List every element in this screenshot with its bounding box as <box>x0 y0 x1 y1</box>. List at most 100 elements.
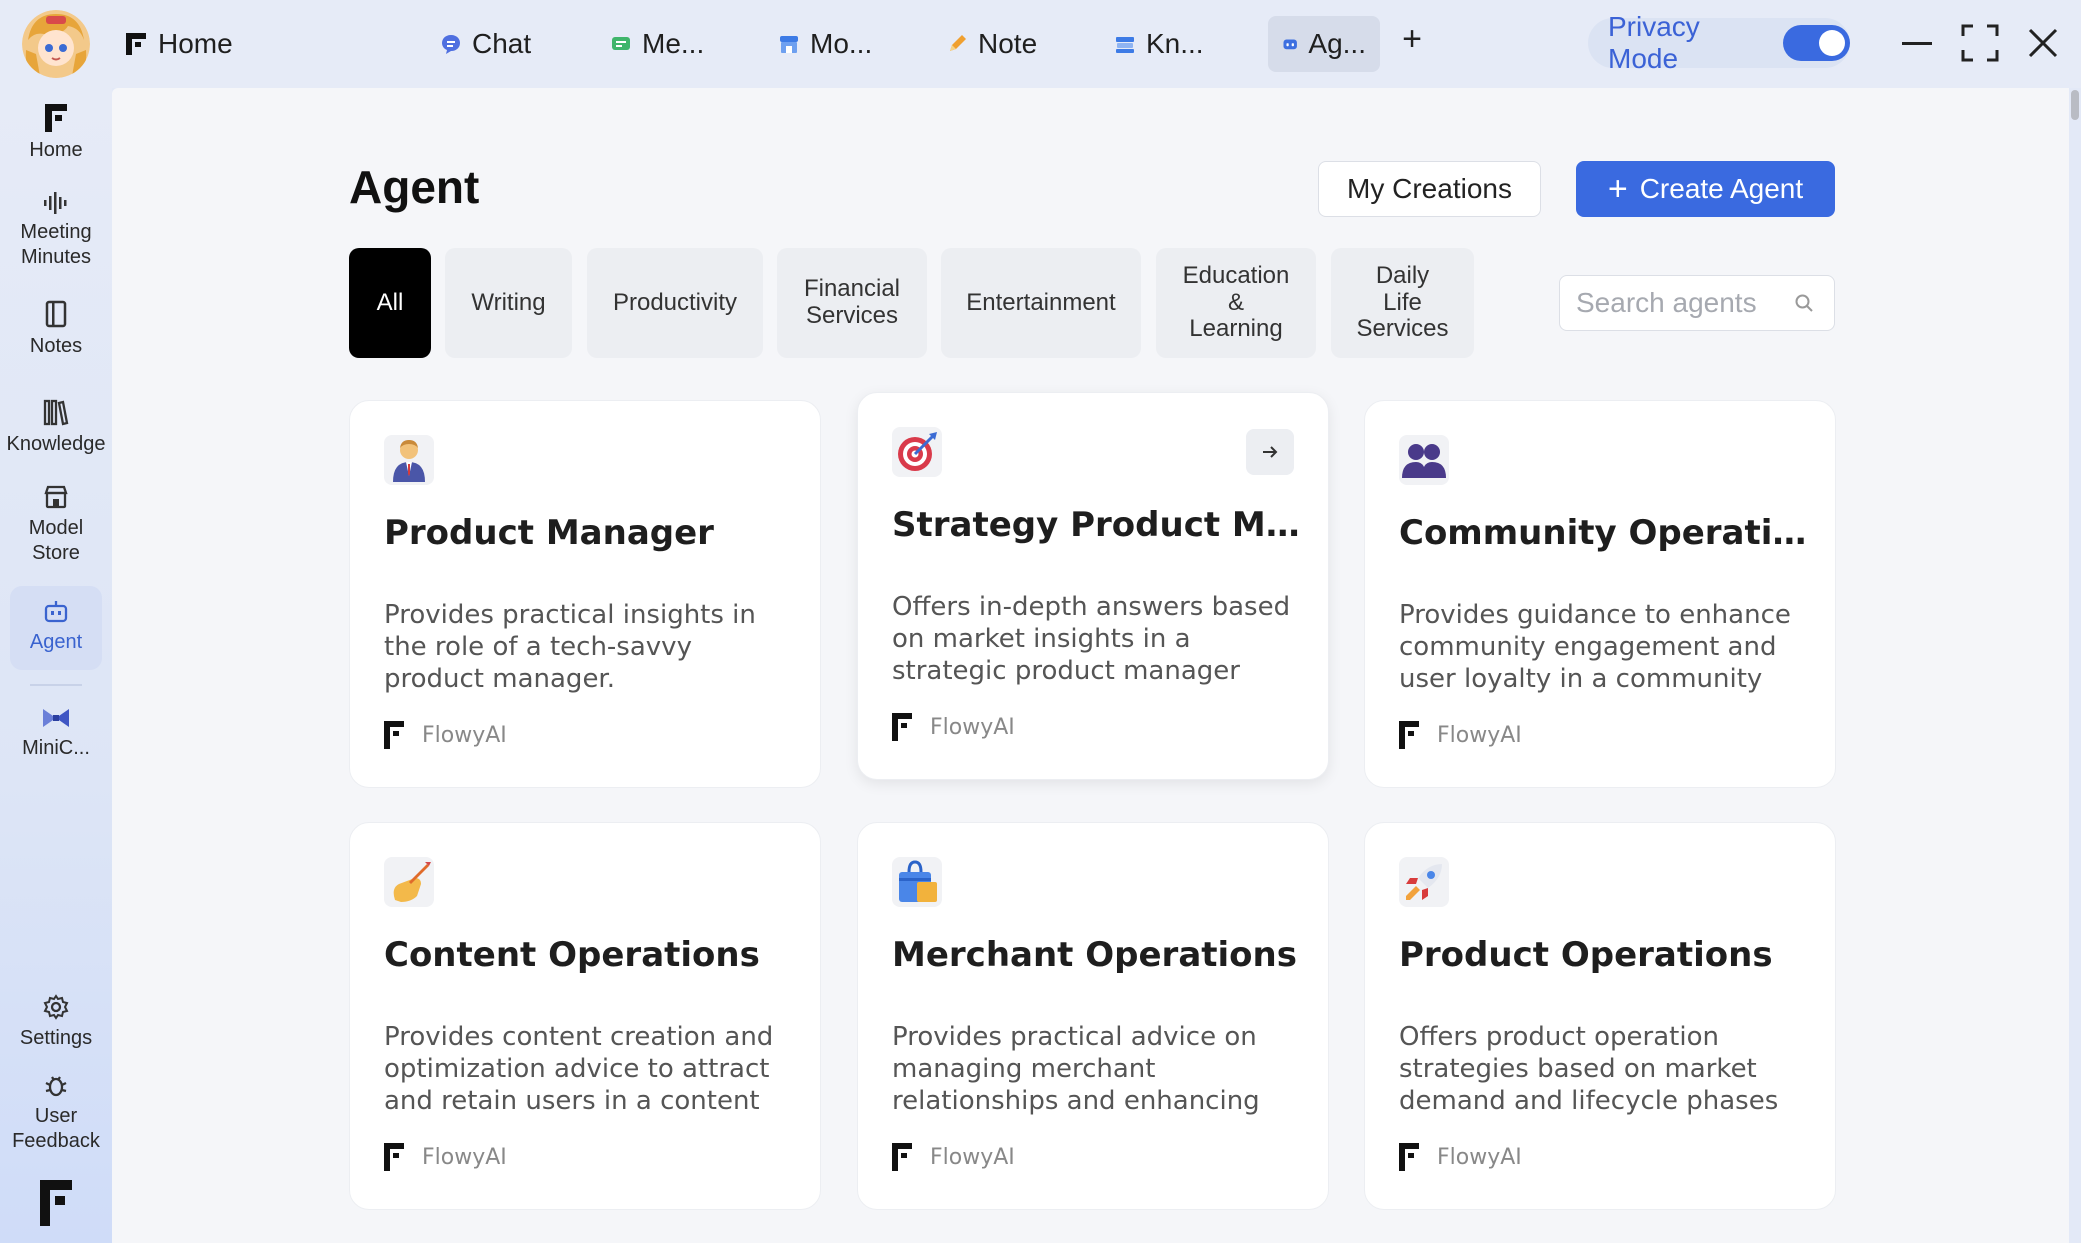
my-creations-button[interactable]: My Creations <box>1318 161 1541 217</box>
category-all[interactable]: All <box>349 248 431 358</box>
bug-icon <box>45 1076 67 1097</box>
sidebar-item-label: Agent <box>29 631 83 653</box>
card-description: Provides practical insights in the role … <box>384 600 756 694</box>
tab-label: Me... <box>642 28 705 59</box>
tab-chat[interactable]: Chat <box>426 16 545 72</box>
flowy-logo-icon <box>45 104 67 132</box>
user-avatar[interactable] <box>22 10 90 78</box>
sidebar-item-user-feedback[interactable]: User Feedback <box>10 1072 102 1168</box>
maximize-button[interactable] <box>1955 18 2005 68</box>
flowy-logo-icon <box>892 713 912 741</box>
create-agent-label: Create Agent <box>1639 173 1804 204</box>
card-title: Product Operations <box>1399 935 1773 975</box>
page-title: Agent <box>349 161 480 213</box>
agent-card-product-operations[interactable]: Product Operations Offers product operat… <box>1364 822 1836 1210</box>
card-description: Provides guidance to enhance community e… <box>1399 600 1791 694</box>
writing-hand-icon <box>384 857 434 907</box>
category-education-learning[interactable]: Education & Learning <box>1156 248 1316 358</box>
sidebar-item-label: Meeting Minutes <box>20 221 92 268</box>
sidebar-item-settings[interactable]: Settings <box>10 994 102 1064</box>
minimize-icon <box>1902 42 1932 45</box>
category-writing[interactable]: Writing <box>445 248 572 358</box>
tab-knowledge[interactable]: Kn... <box>1100 16 1218 72</box>
tab-label: Kn... <box>1146 28 1204 59</box>
scrollbar-thumb[interactable] <box>2071 90 2079 120</box>
sidebar-item-label: Model Store <box>28 517 84 564</box>
home-tab[interactable]: Home <box>126 22 233 66</box>
tab-label: Note <box>978 28 1038 59</box>
card-brand-label: FlowyAI <box>1437 722 1522 748</box>
tab-label: Mo... <box>810 28 873 59</box>
card-description: Provides content creation and optimizati… <box>384 1022 774 1116</box>
sidebar: Home Meeting Minutes Notes Knowledge Mod… <box>0 88 112 1243</box>
create-agent-button[interactable]: + Create Agent <box>1576 161 1835 217</box>
flowy-logo-icon <box>1399 721 1419 749</box>
sidebar-item-label: User Feedback <box>12 1105 100 1152</box>
card-brand: FlowyAI <box>892 713 1015 741</box>
businessman-icon <box>384 435 434 485</box>
tab-label: Chat <box>472 28 532 59</box>
bowtie-icon <box>43 709 69 727</box>
card-brand-label: FlowyAI <box>930 714 1015 740</box>
tab-note[interactable]: Note <box>932 16 1051 72</box>
maximize-icon <box>1961 24 1999 62</box>
agent-card-product-manager[interactable]: Product Manager Provides practical insig… <box>349 400 821 788</box>
agent-card-community-operations[interactable]: Community Operations Provides guidance t… <box>1364 400 1836 788</box>
category-productivity[interactable]: Productivity <box>587 248 763 358</box>
tab-agent[interactable]: Ag... <box>1268 16 1380 72</box>
privacy-mode-label: Privacy Mode <box>1608 11 1700 74</box>
card-brand: FlowyAI <box>384 1143 507 1171</box>
card-title: Content Operations <box>384 935 760 975</box>
card-brand: FlowyAI <box>892 1143 1015 1171</box>
sidebar-item-agent[interactable]: Agent <box>10 586 102 670</box>
card-brand: FlowyAI <box>384 721 507 749</box>
sidebar-item-knowledge[interactable]: Knowledge <box>7 398 105 478</box>
sidebar-item-model-store[interactable]: Model Store <box>10 484 102 584</box>
knowledge-icon <box>1116 37 1134 53</box>
shopping-bag-icon <box>892 857 942 907</box>
meeting-icon <box>612 37 630 50</box>
books-icon <box>43 399 69 426</box>
flowy-logo-icon <box>1399 1143 1419 1171</box>
agent-card-strategy-product-manager[interactable]: Strategy Product Mana... Offers in-depth… <box>857 392 1329 780</box>
open-agent-button[interactable] <box>1246 429 1294 475</box>
sidebar-item-minic[interactable]: MiniC... <box>10 706 102 786</box>
category-financial-services[interactable]: Financial Services <box>777 248 927 358</box>
flowy-logo-icon <box>384 1143 404 1171</box>
robot-icon <box>44 601 68 623</box>
card-title: Strategy Product Mana... <box>892 505 1312 545</box>
agent-card-content-operations[interactable]: Content Operations Provides content crea… <box>349 822 821 1210</box>
privacy-switch[interactable] <box>1783 25 1850 61</box>
privacy-mode-toggle[interactable]: Privacy Mode <box>1588 11 1850 74</box>
search-input[interactable] <box>1576 287 1786 319</box>
people-icon <box>1399 435 1449 485</box>
title-bar: Home Chat Me... Mo... Note <box>0 0 2081 88</box>
card-brand-label: FlowyAI <box>930 1144 1015 1170</box>
flowy-logo-icon <box>384 721 404 749</box>
sidebar-item-label: MiniC... <box>22 737 90 759</box>
tab-meeting[interactable]: Me... <box>596 16 718 72</box>
close-button[interactable] <box>2018 18 2068 68</box>
category-entertainment[interactable]: Entertainment <box>941 248 1141 358</box>
sidebar-item-label: Notes <box>29 335 83 357</box>
category-daily-life-services[interactable]: Daily Life Services <box>1331 248 1474 358</box>
sidebar-item-label: Home <box>29 139 83 161</box>
search-icon <box>1795 294 1813 312</box>
card-description: Offers product operation strategies base… <box>1399 1022 1779 1116</box>
card-title: Merchant Operations <box>892 935 1297 975</box>
close-icon <box>2028 28 2058 58</box>
sidebar-item-meeting-minutes[interactable]: Meeting Minutes <box>10 192 102 292</box>
tab-model-store[interactable]: Mo... <box>764 16 886 72</box>
card-brand-label: FlowyAI <box>422 722 507 748</box>
search-box[interactable] <box>1559 275 1835 331</box>
flowy-logo-icon <box>126 33 146 55</box>
minimize-button[interactable] <box>1892 18 1942 68</box>
agent-card-merchant-operations[interactable]: Merchant Operations Provides practical a… <box>857 822 1329 1210</box>
rocket-icon <box>1399 857 1449 907</box>
new-tab-button[interactable]: + <box>1402 20 1422 58</box>
card-title: Product Manager <box>384 513 714 553</box>
sidebar-item-notes[interactable]: Notes <box>10 300 102 378</box>
flowy-logo-icon <box>892 1143 912 1171</box>
sidebar-item-home[interactable]: Home <box>10 104 102 180</box>
sidebar-item-label: Knowledge <box>6 433 106 455</box>
